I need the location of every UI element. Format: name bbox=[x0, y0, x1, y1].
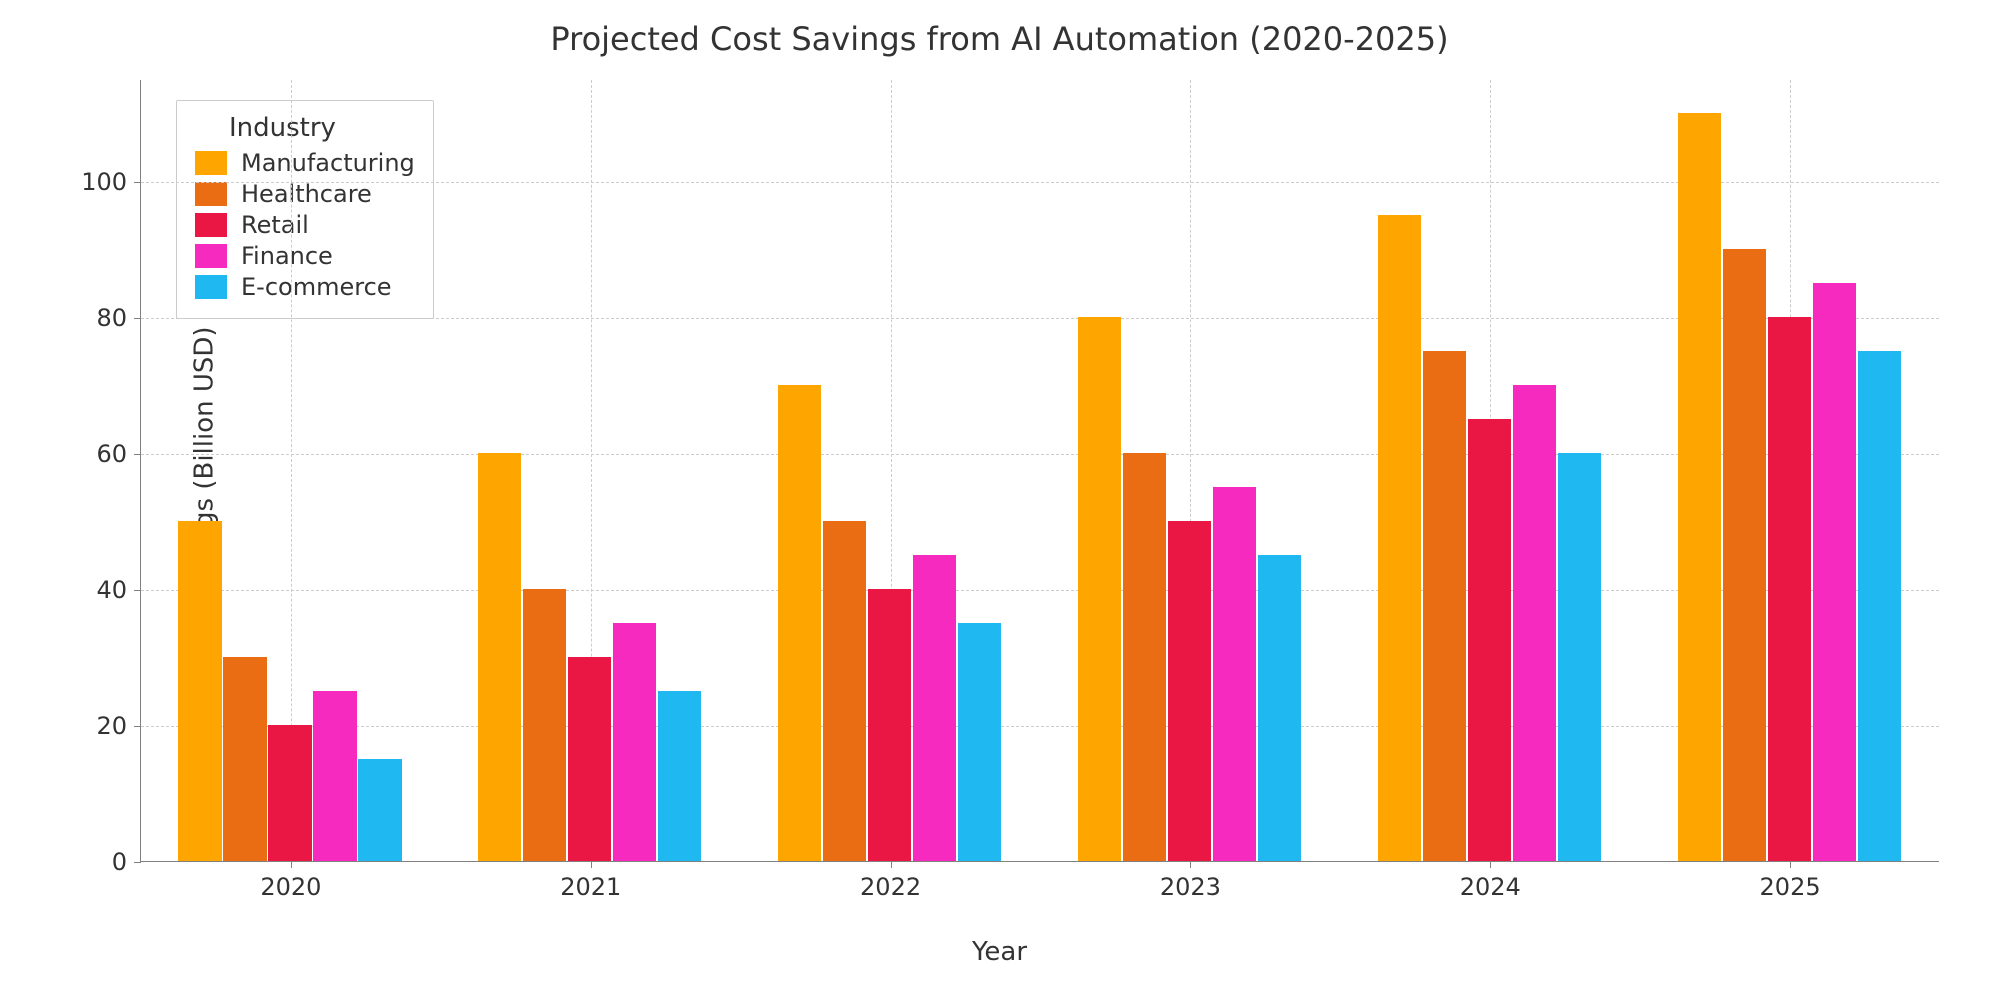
y-tick-label: 40 bbox=[67, 576, 127, 604]
bar bbox=[613, 623, 656, 861]
x-tick-label: 2021 bbox=[560, 873, 621, 901]
bar bbox=[313, 691, 356, 861]
plot-area: Industry Manufacturing Healthcare Retail Fi… bbox=[140, 80, 1939, 862]
legend-item: Retail bbox=[195, 211, 415, 239]
bar bbox=[913, 555, 956, 861]
legend-label: E-commerce bbox=[241, 273, 392, 301]
bar bbox=[1468, 419, 1511, 861]
y-tick-mark bbox=[134, 726, 141, 727]
legend-item: Healthcare bbox=[195, 180, 415, 208]
bar bbox=[778, 385, 821, 861]
x-tick-mark bbox=[1490, 861, 1491, 868]
x-tick-label: 2023 bbox=[1160, 873, 1221, 901]
legend-label: Finance bbox=[241, 242, 333, 270]
bar bbox=[178, 521, 221, 861]
bar bbox=[478, 453, 521, 861]
bar bbox=[1078, 317, 1121, 861]
x-tick-mark bbox=[291, 861, 292, 868]
bar bbox=[1513, 385, 1556, 861]
x-tick-label: 2025 bbox=[1760, 873, 1821, 901]
gridline-h bbox=[141, 182, 1939, 183]
x-tick-mark bbox=[1190, 861, 1191, 868]
bar bbox=[223, 657, 266, 861]
legend-label: Retail bbox=[241, 211, 309, 239]
y-tick-mark bbox=[134, 454, 141, 455]
gridline-h bbox=[141, 590, 1939, 591]
y-tick-mark bbox=[134, 182, 141, 183]
y-tick-label: 80 bbox=[67, 304, 127, 332]
bar bbox=[358, 759, 401, 861]
y-tick-mark bbox=[134, 590, 141, 591]
gridline-h bbox=[141, 454, 1939, 455]
legend-swatch bbox=[195, 244, 227, 268]
bar bbox=[1123, 453, 1166, 861]
bar bbox=[1378, 215, 1421, 861]
y-tick-mark bbox=[134, 318, 141, 319]
x-axis-label: Year bbox=[0, 937, 1999, 967]
bar bbox=[1558, 453, 1601, 861]
bar bbox=[268, 725, 311, 861]
bar bbox=[958, 623, 1001, 861]
y-tick-label: 0 bbox=[67, 848, 127, 876]
gridline-h bbox=[141, 318, 1939, 319]
legend-label: Healthcare bbox=[241, 180, 372, 208]
x-tick-mark bbox=[1790, 861, 1791, 868]
bar bbox=[868, 589, 911, 861]
bar bbox=[1423, 351, 1466, 861]
bar bbox=[1168, 521, 1211, 861]
legend-item: E-commerce bbox=[195, 273, 415, 301]
y-tick-mark bbox=[134, 862, 141, 863]
bar bbox=[1723, 249, 1766, 861]
bar bbox=[1678, 113, 1721, 861]
x-tick-mark bbox=[891, 861, 892, 868]
chart-container: Projected Cost Savings from AI Automatio… bbox=[0, 0, 1999, 992]
bar bbox=[823, 521, 866, 861]
chart-title: Projected Cost Savings from AI Automatio… bbox=[0, 20, 1999, 58]
legend-swatch bbox=[195, 151, 227, 175]
bar bbox=[1858, 351, 1901, 861]
legend-swatch bbox=[195, 275, 227, 299]
legend-swatch bbox=[195, 182, 227, 206]
legend-label: Manufacturing bbox=[241, 149, 415, 177]
x-tick-label: 2022 bbox=[860, 873, 921, 901]
y-tick-label: 100 bbox=[67, 168, 127, 196]
bar bbox=[568, 657, 611, 861]
x-tick-label: 2024 bbox=[1460, 873, 1521, 901]
bar bbox=[1258, 555, 1301, 861]
bar bbox=[1768, 317, 1811, 861]
legend-title: Industry bbox=[229, 113, 415, 143]
legend-item: Finance bbox=[195, 242, 415, 270]
legend: Industry Manufacturing Healthcare Retail Fi… bbox=[176, 100, 434, 319]
bar bbox=[523, 589, 566, 861]
x-tick-label: 2020 bbox=[260, 873, 321, 901]
x-tick-mark bbox=[591, 861, 592, 868]
gridline-h bbox=[141, 726, 1939, 727]
bar bbox=[1813, 283, 1856, 861]
y-tick-label: 20 bbox=[67, 712, 127, 740]
legend-item: Manufacturing bbox=[195, 149, 415, 177]
legend-swatch bbox=[195, 213, 227, 237]
bar bbox=[1213, 487, 1256, 861]
y-tick-label: 60 bbox=[67, 440, 127, 468]
bar bbox=[658, 691, 701, 861]
